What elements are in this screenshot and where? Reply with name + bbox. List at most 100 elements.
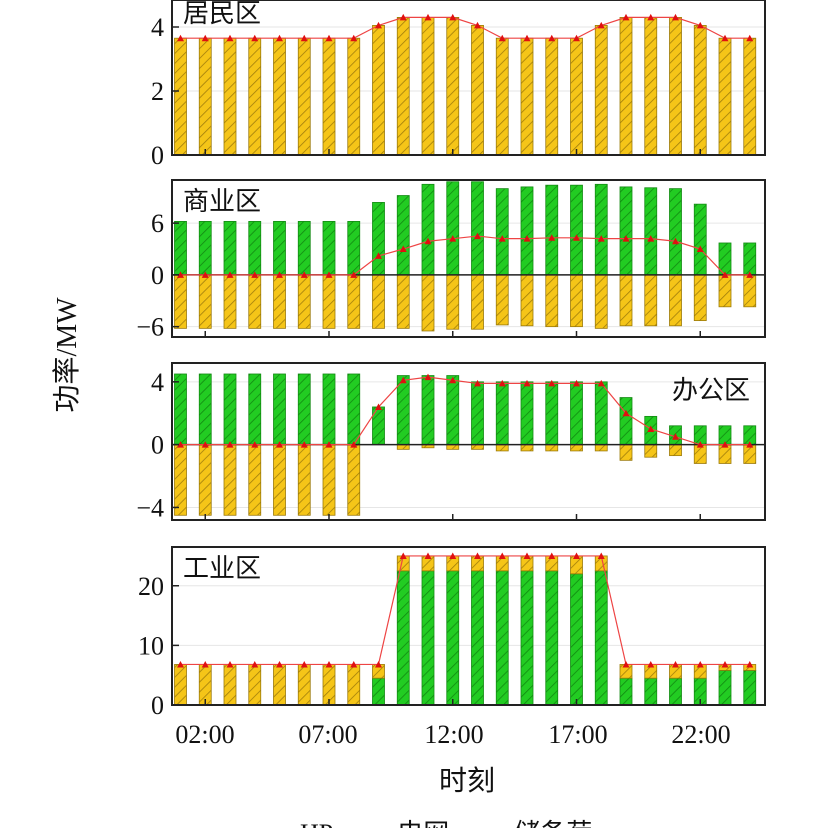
net-marker [325, 441, 333, 448]
bar-yellow [322, 274, 336, 329]
bar-yellow [347, 664, 361, 706]
bar-yellow [594, 274, 608, 329]
net-marker [300, 271, 308, 278]
y-tick-label: 0 [151, 261, 164, 290]
y-tick-label: 6 [151, 209, 164, 238]
net-marker [696, 245, 704, 253]
net-marker [597, 235, 605, 242]
bar-green [644, 677, 658, 706]
net-marker [696, 660, 704, 668]
bar-yellow [198, 444, 212, 516]
x-tick-label: 22:00 [671, 720, 730, 749]
net-marker [226, 441, 234, 448]
bar-green [347, 221, 361, 276]
bar-green [396, 570, 410, 706]
net-marker [449, 376, 457, 384]
bar-yellow [174, 444, 187, 516]
bar-yellow [248, 274, 262, 329]
bar-yellow [322, 37, 336, 156]
net-marker [375, 403, 382, 410]
bar-yellow [446, 274, 460, 330]
net-marker [721, 660, 729, 668]
net-marker [746, 660, 754, 668]
bar-yellow [743, 274, 757, 308]
bar-yellow [644, 274, 658, 327]
legend-partial: HP 电网 储备荷 [300, 819, 592, 828]
bar-green [495, 381, 509, 446]
bar-yellow [520, 444, 534, 452]
bar-yellow [174, 37, 187, 156]
bar-green [223, 373, 237, 446]
net-marker [696, 441, 704, 448]
net-marker [746, 441, 754, 448]
bar-green [471, 570, 484, 706]
net-line [180, 16, 750, 39]
bar-green [273, 373, 286, 446]
bar-yellow [347, 274, 361, 329]
bar-green [372, 202, 385, 276]
bar-green [669, 677, 682, 706]
net-marker [474, 232, 481, 240]
bar-yellow [669, 16, 682, 156]
panel-frame [171, 546, 766, 706]
bar-yellow [495, 37, 509, 156]
bar-yellow [223, 444, 237, 516]
bar-green [545, 570, 559, 706]
bar-yellow [297, 664, 311, 706]
net-marker [177, 34, 184, 42]
bar-yellow [396, 274, 410, 329]
bar-green [248, 373, 262, 446]
y-tick-label: 0 [151, 691, 164, 720]
y-tick-label: 10 [138, 631, 164, 660]
bar-yellow [421, 16, 435, 156]
bar-yellow [669, 444, 682, 457]
net-marker [622, 235, 630, 242]
bar-green [198, 373, 212, 446]
x-tick-label: 07:00 [298, 720, 357, 749]
net-marker [449, 235, 457, 242]
net-marker [573, 234, 580, 241]
net-marker [375, 21, 382, 29]
x-axis-title: 时刻 [439, 765, 495, 797]
net-marker [375, 660, 382, 668]
bar-yellow [644, 444, 658, 458]
bar-yellow [297, 37, 311, 156]
bar-yellow [248, 664, 262, 706]
region-label: 办公区 [672, 376, 750, 406]
bar-yellow [471, 274, 484, 330]
bar-green [174, 373, 187, 446]
net-marker [350, 34, 358, 42]
x-axis: 02:00 07:00 12:00 17:00 22:00 [175, 720, 730, 749]
bar-green [594, 183, 608, 276]
bar-yellow [347, 444, 361, 516]
bar-green [347, 373, 361, 446]
y-tick-label: −6 [136, 313, 164, 342]
bar-yellow [520, 274, 534, 327]
net-marker [325, 34, 333, 42]
net-marker [399, 13, 407, 21]
bar-yellow [396, 16, 410, 156]
net-line [180, 235, 750, 276]
net-marker [276, 34, 283, 42]
bar-green [421, 183, 435, 276]
net-marker [449, 552, 457, 559]
bar-green [198, 221, 212, 276]
net-marker [325, 271, 333, 278]
net-marker [721, 271, 729, 278]
net-marker [474, 21, 481, 29]
net-marker [672, 433, 679, 440]
net-marker [573, 379, 580, 387]
net-marker [548, 234, 556, 241]
bar-green [520, 570, 534, 706]
bar-yellow [372, 24, 385, 156]
bar-yellow [446, 16, 460, 156]
net-marker [647, 660, 655, 668]
bar-yellow [347, 37, 361, 156]
net-marker [597, 552, 605, 559]
net-marker [721, 34, 729, 42]
bar-green [693, 203, 707, 276]
bar-yellow [619, 16, 633, 156]
bar-green [248, 221, 262, 276]
net-marker [226, 34, 234, 42]
bar-yellow [495, 274, 509, 326]
